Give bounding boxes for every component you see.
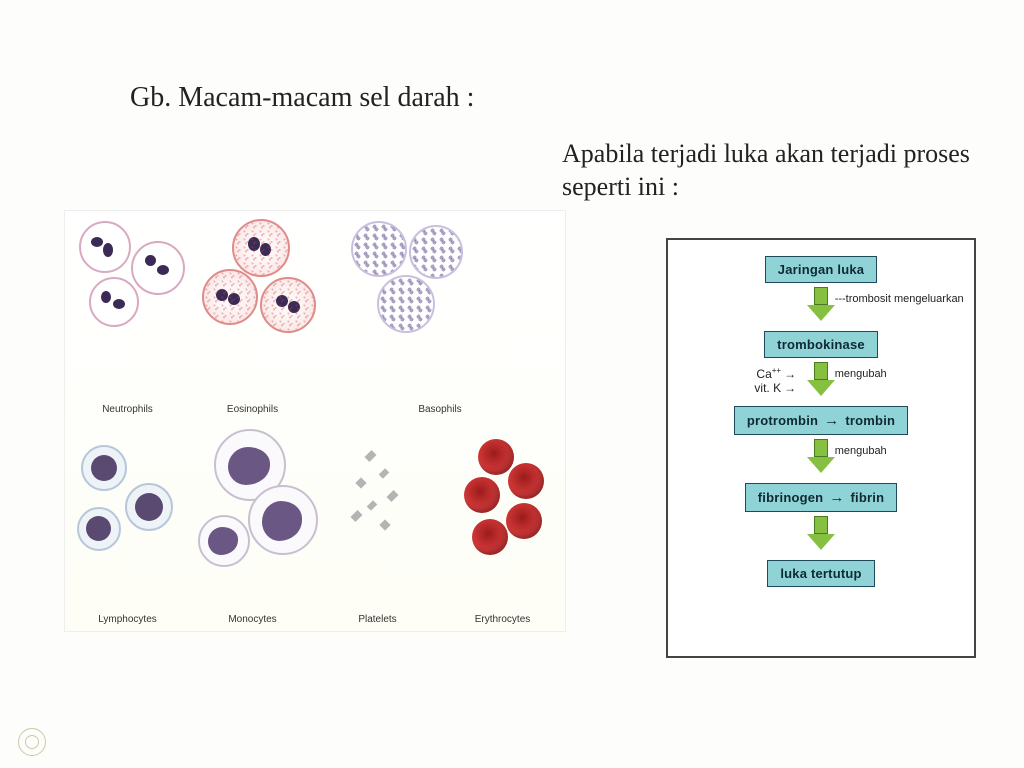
clotting-flowchart: Jaringan luka ---trombosit mengeluarkan … — [666, 238, 976, 658]
node-fibrinogen-fibrin: fibrinogen → fibrin — [745, 483, 897, 512]
neutrophil-group — [65, 211, 190, 404]
corner-decoration — [18, 728, 46, 756]
basophil-label: Basophils — [315, 404, 565, 421]
node-protrombin: protrombin — [747, 413, 818, 428]
subtitle: Apabila terjadi luka akan terjadi proses… — [562, 138, 982, 203]
node-trombokinase: trombokinase — [764, 331, 878, 358]
platelet-group — [315, 421, 440, 614]
arrow-right-icon: → — [824, 412, 839, 429]
erythrocyte-label: Erythrocytes — [440, 614, 565, 631]
cell-grid: Neutrophils Eosinophils Basophils — [65, 211, 565, 631]
arrow-3: mengubah — [684, 439, 958, 479]
node-trombin: trombin — [845, 413, 895, 428]
blood-cells-figure: Neutrophils Eosinophils Basophils — [64, 210, 566, 632]
annotation-trombosit: ---trombosit mengeluarkan — [835, 293, 965, 305]
arrow-2: Ca++→vit. K→ mengubah — [684, 362, 958, 402]
node-fibrinogen: fibrinogen — [758, 490, 824, 505]
eosinophil-label: Eosinophils — [190, 404, 315, 421]
erythrocyte-group — [440, 421, 565, 614]
neutrophil-label: Neutrophils — [65, 404, 190, 421]
annotation-ca-vitk: Ca++→vit. K→ — [699, 364, 799, 395]
slide: Gb. Macam-macam sel darah : Apabila terj… — [0, 0, 1024, 768]
node-jaringan-luka: Jaringan luka — [765, 256, 877, 283]
annotation-mengubah-2: mengubah — [835, 445, 965, 457]
eosinophil-group — [190, 211, 315, 404]
flow-column: Jaringan luka ---trombosit mengeluarkan … — [684, 256, 958, 587]
page-title: Gb. Macam-macam sel darah : — [130, 82, 474, 114]
node-luka-tertutup: luka tertutup — [767, 560, 874, 587]
platelet-label: Platelets — [315, 614, 440, 631]
node-protrombin-trombin: protrombin → trombin — [734, 406, 908, 435]
arrow-1: ---trombosit mengeluarkan — [684, 287, 958, 327]
arrow-4 — [684, 516, 958, 556]
monocyte-label: Monocytes — [190, 614, 315, 631]
monocyte-group — [190, 421, 315, 614]
annotation-mengubah-1: mengubah — [835, 368, 965, 380]
basophil-group — [315, 211, 565, 404]
node-fibrin: fibrin — [851, 490, 885, 505]
lymphocyte-group — [65, 421, 190, 614]
lymphocyte-label: Lymphocytes — [65, 614, 190, 631]
arrow-right-icon: → — [829, 489, 844, 506]
